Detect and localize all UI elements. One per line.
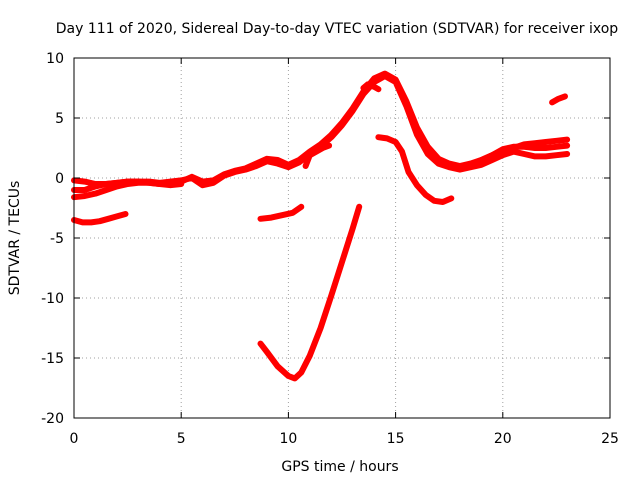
series-line-arc-8	[549, 93, 568, 106]
chart-title: Day 111 of 2020, Sidereal Day-to-day VTE…	[56, 21, 619, 37]
y-tick-label: -20	[41, 411, 64, 427]
series-line-arc-10	[360, 81, 382, 93]
y-tick-label: -15	[41, 351, 64, 367]
series-line-arc-11	[467, 136, 571, 168]
y-axis-label: SDTVAR / TECUs	[7, 181, 23, 296]
y-tick-label: 5	[55, 111, 64, 127]
y-tick-label: -5	[50, 231, 64, 247]
y-tick-label: 10	[46, 51, 64, 67]
axis-ticks: 0 5 10 15 20 25 -20 -15 -10 -5 0 5 10	[41, 51, 619, 447]
series-line-arc-6	[257, 203, 305, 222]
y-tick-label: -10	[41, 291, 64, 307]
x-tick-label: 15	[387, 431, 405, 447]
x-tick-label: 10	[279, 431, 297, 447]
series-group	[71, 70, 571, 382]
x-tick-label: 25	[601, 431, 619, 447]
x-tick-label: 5	[177, 431, 186, 447]
x-axis-label: GPS time / hours	[281, 459, 398, 475]
series-line-arc-9	[302, 142, 333, 169]
y-tick-label: 0	[55, 171, 64, 187]
series-line-arc-3	[71, 179, 185, 201]
x-tick-label: 20	[494, 431, 512, 447]
x-tick-label: 0	[70, 431, 79, 447]
series-line-arc-4	[71, 211, 129, 226]
series-line-arc-7	[375, 134, 455, 205]
series-line-arc-5	[257, 203, 363, 382]
